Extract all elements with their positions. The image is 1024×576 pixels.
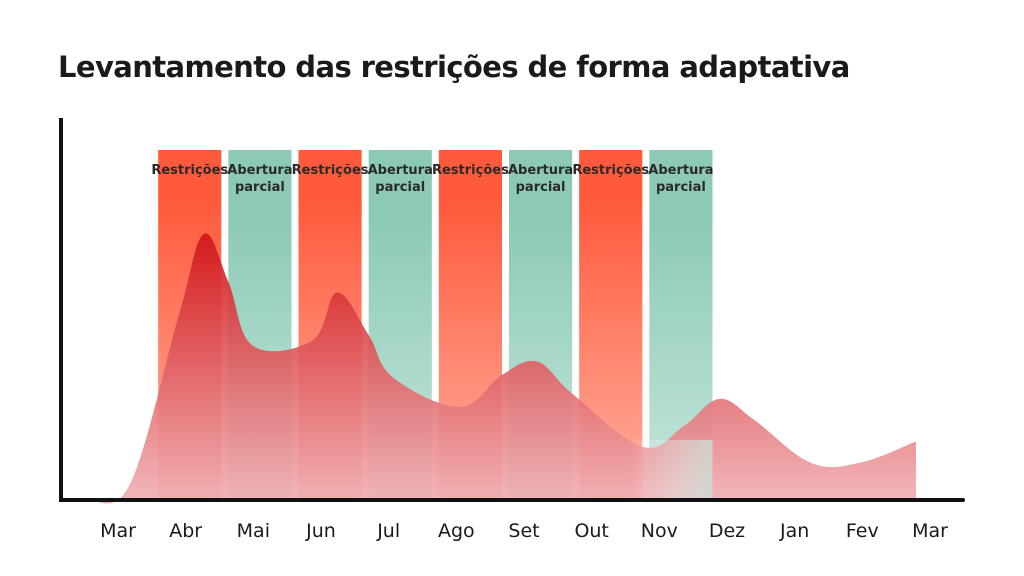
curve-layer bbox=[88, 233, 916, 504]
x-tick-8: Out bbox=[574, 520, 608, 542]
chart-title: Levantamento das restrições de forma ada… bbox=[58, 50, 850, 84]
curve-area bbox=[88, 233, 916, 504]
band-label-6: Abertura parcial bbox=[508, 163, 573, 195]
x-tick-5: Jul bbox=[376, 520, 400, 542]
x-tick-2: Abr bbox=[169, 520, 202, 542]
band-label-1: Restrições bbox=[151, 163, 228, 178]
x-tick-6: Ago bbox=[438, 520, 475, 542]
x-tick-13: Mar bbox=[912, 520, 948, 542]
band-label-2: Abertura parcial bbox=[227, 163, 292, 195]
x-tick-4: Jun bbox=[305, 520, 336, 542]
x-tick-12: Fev bbox=[846, 520, 879, 542]
x-tick-11: Jan bbox=[779, 520, 809, 542]
x-tick-3: Mai bbox=[237, 520, 270, 542]
band-label-3: Restrições bbox=[292, 163, 369, 178]
x-tick-7: Set bbox=[508, 520, 539, 542]
axes bbox=[59, 118, 965, 502]
band-label-4: Abertura parcial bbox=[368, 163, 433, 195]
x-tick-10: Dez bbox=[709, 520, 745, 542]
x-tick-1: Mar bbox=[100, 520, 136, 542]
x-tick-labels: Mar Abr Mai Jun Jul Ago Set Out Nov Dez Jan Fev Mar bbox=[100, 520, 948, 542]
curve-fade-overlay bbox=[629, 440, 713, 500]
band-label-7: Restrições bbox=[572, 163, 649, 178]
x-tick-9: Nov bbox=[641, 520, 678, 542]
band-label-5: Restrições bbox=[432, 163, 509, 178]
band-label-8: Abertura parcial bbox=[648, 163, 713, 195]
